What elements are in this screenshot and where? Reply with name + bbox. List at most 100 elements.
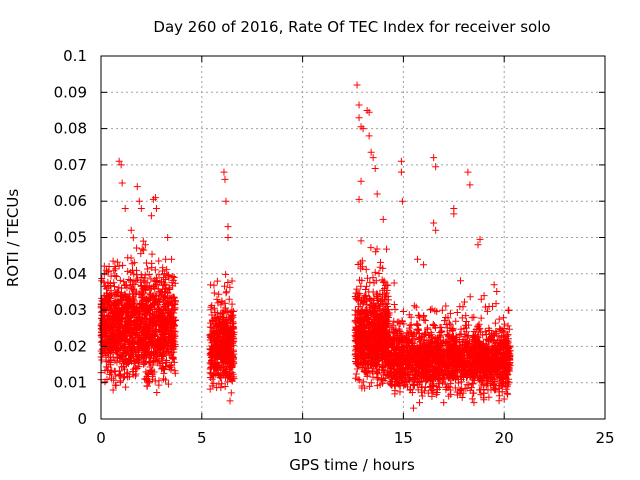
data-point bbox=[379, 315, 387, 323]
data-point bbox=[410, 302, 418, 310]
data-point bbox=[483, 353, 491, 361]
data-point bbox=[354, 376, 362, 384]
data-point bbox=[155, 257, 163, 265]
x-axis-label: GPS time / hours bbox=[289, 456, 415, 474]
data-point bbox=[126, 314, 134, 322]
data-point bbox=[413, 320, 421, 328]
data-point bbox=[390, 279, 398, 287]
data-point bbox=[356, 376, 364, 384]
data-point bbox=[469, 380, 477, 388]
data-point bbox=[166, 361, 174, 369]
data-point bbox=[153, 341, 161, 349]
data-point bbox=[153, 278, 161, 286]
data-point bbox=[153, 358, 161, 366]
data-point bbox=[224, 223, 232, 231]
data-point bbox=[498, 339, 506, 347]
data-point bbox=[459, 335, 467, 343]
data-point bbox=[410, 374, 418, 382]
data-point bbox=[98, 323, 106, 331]
data-point bbox=[157, 334, 165, 342]
data-point bbox=[409, 381, 417, 389]
data-point bbox=[432, 364, 440, 372]
data-point bbox=[128, 260, 136, 268]
data-point bbox=[147, 285, 155, 293]
data-point bbox=[426, 306, 434, 314]
data-point bbox=[98, 356, 106, 364]
data-point bbox=[389, 372, 397, 380]
data-point bbox=[121, 282, 129, 290]
data-point bbox=[211, 359, 219, 367]
data-point bbox=[416, 399, 424, 407]
data-point bbox=[397, 353, 405, 361]
data-point bbox=[129, 339, 137, 347]
data-point bbox=[454, 379, 462, 387]
data-point bbox=[364, 274, 372, 282]
data-point bbox=[378, 276, 386, 284]
data-point bbox=[101, 282, 109, 290]
data-point bbox=[158, 321, 166, 329]
data-point bbox=[110, 283, 118, 291]
data-point bbox=[134, 356, 142, 364]
data-point bbox=[479, 363, 487, 371]
data-point bbox=[358, 263, 366, 271]
data-point bbox=[212, 343, 220, 351]
data-point bbox=[159, 274, 167, 282]
data-point bbox=[402, 339, 410, 347]
data-point bbox=[384, 281, 392, 289]
data-point bbox=[104, 325, 112, 333]
data-point bbox=[375, 270, 383, 278]
data-point bbox=[482, 374, 490, 382]
data-point bbox=[129, 371, 137, 379]
data-point bbox=[157, 343, 165, 351]
data-point bbox=[108, 374, 116, 382]
data-point bbox=[159, 321, 167, 329]
data-point bbox=[141, 310, 149, 318]
data-point bbox=[218, 297, 226, 305]
data-point bbox=[447, 380, 455, 388]
data-point bbox=[430, 219, 438, 227]
y-tick-label: 0 bbox=[77, 410, 87, 428]
data-point bbox=[132, 316, 140, 324]
data-point bbox=[122, 383, 130, 391]
data-point bbox=[444, 314, 452, 322]
data-point bbox=[436, 329, 444, 337]
data-point bbox=[133, 329, 141, 337]
data-point bbox=[164, 233, 172, 241]
chart-title: Day 260 of 2016, Rate Of TEC Index for r… bbox=[153, 18, 550, 36]
data-point bbox=[140, 324, 148, 332]
data-point bbox=[458, 385, 466, 393]
data-point bbox=[429, 345, 437, 353]
data-point bbox=[373, 370, 381, 378]
data-point bbox=[423, 337, 431, 345]
data-point bbox=[227, 389, 235, 397]
data-point bbox=[356, 290, 364, 298]
data-point bbox=[105, 263, 113, 271]
data-point bbox=[381, 337, 389, 345]
data-point bbox=[134, 275, 142, 283]
data-point bbox=[363, 367, 371, 375]
data-point bbox=[206, 359, 214, 367]
data-point bbox=[170, 273, 178, 281]
data-point bbox=[450, 210, 458, 218]
data-point bbox=[112, 381, 120, 389]
data-point bbox=[366, 337, 374, 345]
data-point bbox=[436, 355, 444, 363]
data-point bbox=[168, 319, 176, 327]
data-point bbox=[114, 337, 122, 345]
data-point bbox=[124, 267, 132, 275]
data-point bbox=[224, 234, 232, 241]
data-point bbox=[421, 370, 429, 378]
data-point bbox=[426, 349, 434, 357]
data-point bbox=[477, 328, 485, 336]
data-point bbox=[139, 294, 147, 302]
data-point bbox=[391, 387, 399, 395]
data-point bbox=[452, 368, 460, 376]
data-point bbox=[373, 245, 381, 253]
data-point bbox=[101, 367, 109, 375]
data-point bbox=[385, 306, 393, 314]
data-point bbox=[462, 317, 470, 325]
data-point bbox=[440, 317, 448, 325]
data-point bbox=[464, 168, 472, 176]
data-point bbox=[453, 388, 461, 396]
data-point bbox=[169, 293, 177, 301]
